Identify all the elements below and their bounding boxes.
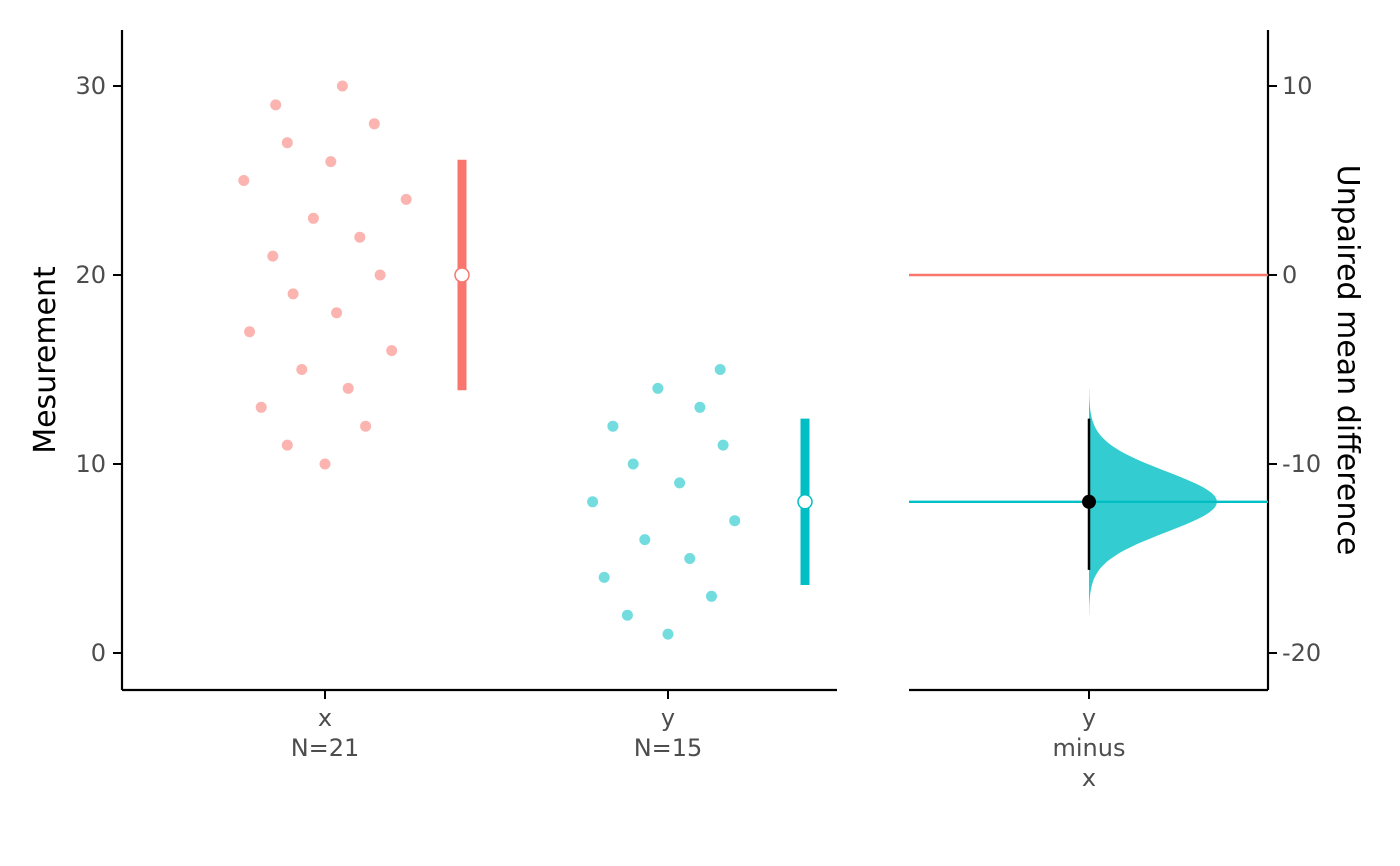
right-y-axis-title: Unpaired mean difference <box>1330 165 1365 556</box>
x-category-label: x <box>318 704 332 732</box>
data-point <box>621 609 633 621</box>
data-point <box>368 118 380 130</box>
left-panel: 0 10 20 30 xN=21 yN=15 Mesurement <box>28 30 837 762</box>
right-x-category-label: minus <box>1053 734 1126 762</box>
data-point <box>607 420 619 432</box>
mean-marker <box>454 267 470 283</box>
data-point <box>342 382 354 394</box>
data-point <box>255 401 267 413</box>
x-category-label: y <box>661 704 675 732</box>
right-y-tick-label: 10 <box>1282 72 1313 100</box>
data-point <box>639 534 651 546</box>
data-point <box>684 553 696 564</box>
data-point <box>662 628 674 640</box>
data-point <box>336 80 348 92</box>
data-point <box>714 364 726 375</box>
data-point <box>694 401 706 413</box>
data-point <box>400 193 412 205</box>
x-category-n-label: N=15 <box>634 734 703 762</box>
data-point <box>587 496 599 508</box>
data-point <box>238 175 250 186</box>
x-category-n-label: N=21 <box>291 734 360 762</box>
data-point <box>360 420 372 432</box>
data-point <box>331 307 343 319</box>
data-point <box>307 212 319 224</box>
data-point <box>717 439 729 451</box>
left-y-tick-label: 10 <box>75 450 106 478</box>
data-point <box>287 288 299 300</box>
right-y-tick-label: 0 <box>1282 261 1297 289</box>
data-point <box>325 156 337 168</box>
right-x-category-label: y <box>1082 704 1096 732</box>
data-point <box>267 250 279 262</box>
data-point <box>319 458 331 470</box>
data-point <box>598 571 610 583</box>
left-y-ticks: 0 10 20 30 <box>75 72 122 667</box>
left-y-tick-label: 0 <box>91 639 106 667</box>
data-point <box>281 137 293 149</box>
right-y-tick-label: -20 <box>1282 639 1321 667</box>
left-data-points <box>238 80 741 640</box>
data-point <box>652 382 664 394</box>
right-y-tick-label: -10 <box>1282 450 1321 478</box>
left-summary-bars <box>454 159 813 585</box>
mean-marker <box>797 494 813 510</box>
left-y-tick-label: 20 <box>75 261 106 289</box>
data-point <box>706 590 717 602</box>
data-point <box>244 326 256 338</box>
data-point <box>729 515 741 527</box>
data-point <box>296 364 308 375</box>
data-point <box>627 458 639 470</box>
data-point <box>281 439 293 451</box>
right-y-ticks: 10 0 -10 -20 <box>1268 72 1321 667</box>
data-point <box>374 269 386 281</box>
data-point <box>386 345 398 357</box>
right-panel-content <box>909 273 1268 616</box>
data-point <box>270 99 282 111</box>
right-x-category-label: x <box>1082 764 1096 792</box>
left-y-tick-label: 30 <box>75 72 106 100</box>
left-y-axis-title: Mesurement <box>28 266 63 454</box>
data-point <box>674 477 686 489</box>
data-point <box>354 231 366 243</box>
left-x-ticks: xN=21 yN=15 <box>291 690 703 762</box>
mean-difference-marker <box>1082 494 1096 509</box>
